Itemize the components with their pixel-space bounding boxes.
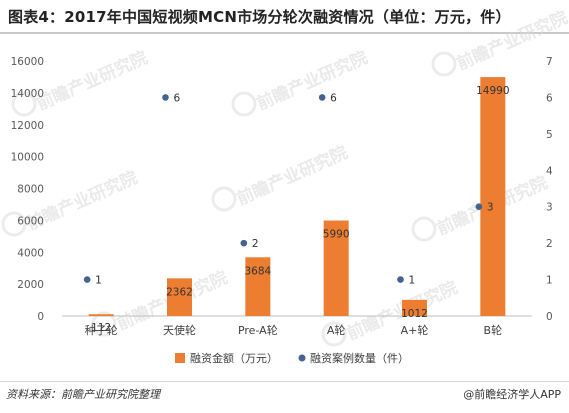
x-category-label: A+轮 <box>401 323 429 337</box>
case-count-label: 6 <box>174 92 181 104</box>
watermark-logo <box>91 311 117 337</box>
y-left-tick-label: 4000 <box>17 247 44 259</box>
x-category-label: Pre-A轮 <box>238 323 278 337</box>
watermark-logo <box>11 91 37 117</box>
bar-value-label: 14990 <box>476 85 509 97</box>
watermark-logo <box>431 51 457 77</box>
bar-value-label: 3684 <box>244 265 271 277</box>
y-left-tick-label: 16000 <box>11 56 44 68</box>
bar-3 <box>245 257 271 316</box>
bar-1 <box>88 314 114 316</box>
y-right-tick-label: 0 <box>546 311 553 323</box>
footer-divider <box>0 381 569 382</box>
case-count-point-5 <box>397 276 404 283</box>
bar-6 <box>480 77 506 316</box>
y-right-tick-label: 2 <box>546 238 553 250</box>
y-left-tick-label: 14000 <box>11 88 44 100</box>
watermark-logo <box>211 186 237 212</box>
y-right-tick-label: 7 <box>546 56 553 68</box>
bar-value-label: 112 <box>91 322 111 334</box>
bar-value-label: 2362 <box>166 286 193 298</box>
case-count-label: 6 <box>330 92 337 104</box>
legend-bar-swatch <box>175 353 185 363</box>
y-right-tick-label: 4 <box>546 165 553 177</box>
watermark-text: 前瞻产业研究院 <box>33 47 150 115</box>
case-count-label: 1 <box>95 275 102 287</box>
case-count-point-2 <box>162 94 169 101</box>
watermark-logo <box>231 91 257 117</box>
x-category-label: B轮 <box>484 323 503 337</box>
x-category-label: 种子轮 <box>85 323 118 337</box>
y-left-tick-label: 6000 <box>17 215 44 227</box>
case-count-label: 1 <box>409 275 416 287</box>
bar-5 <box>402 299 427 316</box>
y-right-tick-label: 6 <box>546 92 553 104</box>
legend-point-swatch <box>298 354 306 362</box>
y-left-tick-label: 12000 <box>11 120 44 132</box>
credit-note: @前瞻经济学人APP <box>463 388 561 401</box>
bar-2 <box>167 278 192 316</box>
case-count-point-6 <box>475 203 483 211</box>
x-category-label: 天使轮 <box>163 323 196 337</box>
title-divider <box>0 32 569 34</box>
watermark-text: 前瞻产业研究院 <box>233 142 350 210</box>
case-count-point-4 <box>318 94 326 101</box>
x-category-label: A轮 <box>327 323 346 337</box>
case-count-point-1 <box>83 276 91 283</box>
bar-value-label: 1012 <box>401 308 428 320</box>
watermark-text: 前瞻产业研究院 <box>253 47 370 115</box>
y-left-tick-label: 2000 <box>17 279 44 291</box>
y-left-tick-label: 8000 <box>17 184 44 196</box>
bar-4 <box>323 220 349 316</box>
y-right-tick-label: 3 <box>546 202 553 214</box>
chart-title: 图表4：2017年中国短视频MCN市场分轮次融资情况（单位：万元，件） <box>8 8 511 26</box>
legend-point-label: 融资案例数量（件） <box>310 351 409 365</box>
legend-bar-label: 融资金额（万元） <box>190 351 278 365</box>
case-count-point-3 <box>240 239 248 247</box>
watermark-logo <box>411 216 437 242</box>
source-note: 资料来源：前瞻产业研究院整理 <box>6 388 160 401</box>
watermark-logo <box>1 211 27 237</box>
y-right-tick-label: 1 <box>546 275 553 287</box>
bar-value-label: 5990 <box>323 229 350 241</box>
y-left-tick-label: 10000 <box>11 152 44 164</box>
y-left-tick-label: 0 <box>37 311 44 323</box>
case-count-label: 2 <box>252 238 259 250</box>
y-right-tick-label: 5 <box>546 129 553 141</box>
case-count-label: 3 <box>487 202 494 214</box>
watermark-logo <box>321 321 347 347</box>
